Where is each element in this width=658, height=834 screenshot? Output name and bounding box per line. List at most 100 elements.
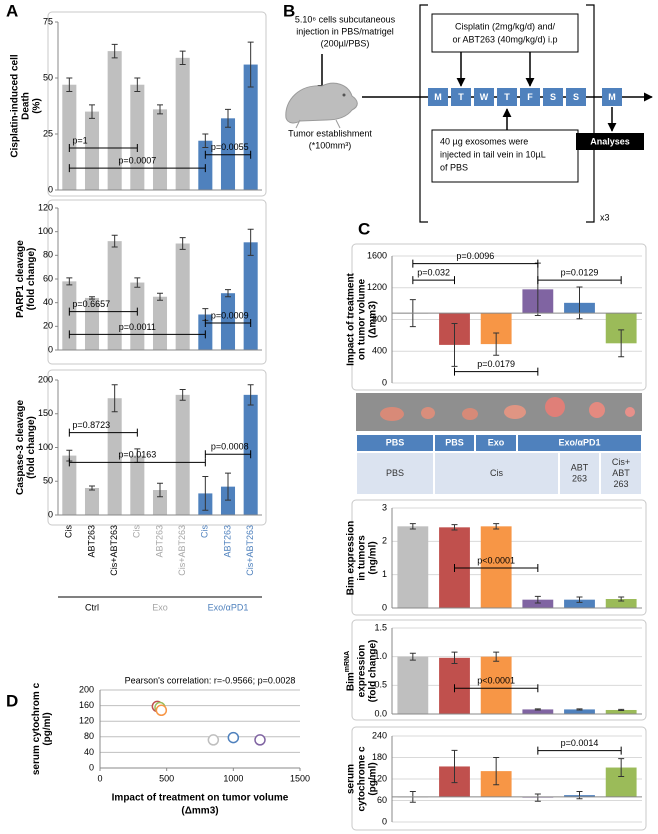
bar	[397, 656, 429, 714]
bar	[152, 109, 168, 190]
scatter-point	[254, 734, 266, 746]
table-text: PBS	[445, 437, 464, 447]
y-tick-label: 80	[43, 250, 53, 260]
significance-bracket	[204, 319, 252, 328]
error-bar	[534, 708, 541, 711]
day-label: S	[550, 92, 556, 102]
y-axis-label: (ng/ml)	[368, 541, 379, 574]
tumor	[462, 408, 478, 420]
error-bar	[111, 43, 118, 59]
error-bar	[618, 758, 625, 777]
diagram-text: Cisplatin (2mg/kg/d) and/	[455, 21, 556, 31]
y-tick-label: 200	[79, 684, 94, 694]
diagram-text: Tumor establishment	[288, 128, 372, 138]
diagram-text: of PBS	[440, 162, 468, 172]
error-bar	[179, 237, 186, 250]
error-bar	[451, 749, 458, 784]
x-tick-label: 500	[159, 773, 174, 783]
y-axis-label: on tumor volume	[357, 279, 368, 361]
significance-bracket	[537, 276, 622, 285]
bar	[397, 526, 429, 608]
p-value-label: p=1	[72, 135, 87, 145]
day-label: T	[504, 92, 510, 102]
p-value-label: p=0.0179	[477, 359, 515, 369]
p-value-label: p=0.0009	[211, 310, 249, 320]
scatter-point	[155, 704, 168, 717]
y-tick-label: 50	[43, 476, 53, 486]
error-bar	[89, 296, 95, 300]
error-bar	[576, 708, 583, 711]
bar	[480, 526, 512, 608]
p-value-label: p=0.0163	[118, 450, 156, 460]
y-axis-label: Cisplatin-induced cell	[10, 54, 21, 158]
day-label: T	[458, 92, 464, 102]
bar	[62, 84, 77, 190]
significance-bracket	[454, 684, 539, 693]
error-bar	[534, 595, 541, 604]
error-bar	[134, 77, 141, 92]
y-tick-label: 400	[372, 346, 387, 356]
chart-frame	[351, 243, 647, 391]
x-tick-label: ABT263	[222, 525, 232, 558]
tumor	[380, 407, 404, 421]
exosome-box	[431, 129, 579, 183]
y-tick-label: 120	[372, 773, 387, 783]
y-tick-label: 80	[84, 731, 94, 741]
table-text: 263	[613, 479, 628, 489]
p-value-label: p=0.032	[417, 268, 450, 278]
x-tick-label: Cis	[132, 525, 142, 538]
significance-bracket	[68, 164, 206, 173]
table-cell	[560, 453, 599, 494]
bar	[84, 297, 100, 350]
y-tick-label: 0.0	[374, 708, 387, 718]
y-tick-label: 1	[382, 569, 387, 579]
bar	[175, 243, 190, 350]
bar	[152, 490, 168, 515]
table-cell	[435, 435, 474, 451]
bar	[84, 488, 100, 515]
tumor	[421, 407, 435, 419]
bar	[605, 709, 637, 714]
error-bar	[618, 708, 625, 712]
p-value-label: p=0.0096	[456, 251, 494, 261]
y-tick-label: 100	[38, 226, 53, 236]
error-bar	[247, 228, 254, 256]
bar	[220, 293, 236, 350]
error-bar	[225, 472, 231, 501]
error-bar	[618, 596, 625, 602]
bar	[480, 656, 512, 714]
y-axis-label: Impact of treatment	[346, 272, 357, 365]
y-tick-label: 50	[43, 72, 53, 82]
cycle-bracket	[419, 4, 595, 223]
error-bar	[576, 596, 583, 603]
error-bar	[89, 485, 95, 491]
group-label: Exo/αPD1	[208, 602, 249, 612]
panel-label: D	[6, 691, 18, 710]
p-value-label: p=0.8723	[72, 420, 110, 430]
bar	[220, 118, 236, 190]
y-tick-label: 1.5	[374, 622, 387, 632]
bar	[243, 64, 258, 190]
y-tick-label: 150	[38, 408, 53, 418]
error-bar	[202, 133, 209, 148]
bar	[107, 51, 122, 191]
y-axis-label: Caspase-3 cleavage	[15, 400, 26, 496]
y-axis-label: (fold change)	[26, 248, 37, 311]
y-axis-label: expression	[357, 645, 368, 698]
error-bar	[89, 104, 95, 119]
diagram-text: x3	[600, 212, 610, 222]
tumor	[625, 407, 635, 417]
error-bar	[493, 523, 500, 530]
y-axis-label: cytochrome c	[357, 746, 368, 811]
significance-bracket	[68, 307, 138, 316]
bar	[107, 398, 122, 515]
error-bar	[157, 104, 163, 115]
y-axis-label: (pg/ml)	[42, 712, 53, 745]
y-tick-label: 25	[43, 128, 53, 138]
y-tick-label: 0.5	[374, 680, 387, 690]
significance-bracket	[68, 428, 138, 437]
error-bar	[111, 234, 118, 248]
y-axis-label: (pg/ml)	[368, 762, 379, 795]
